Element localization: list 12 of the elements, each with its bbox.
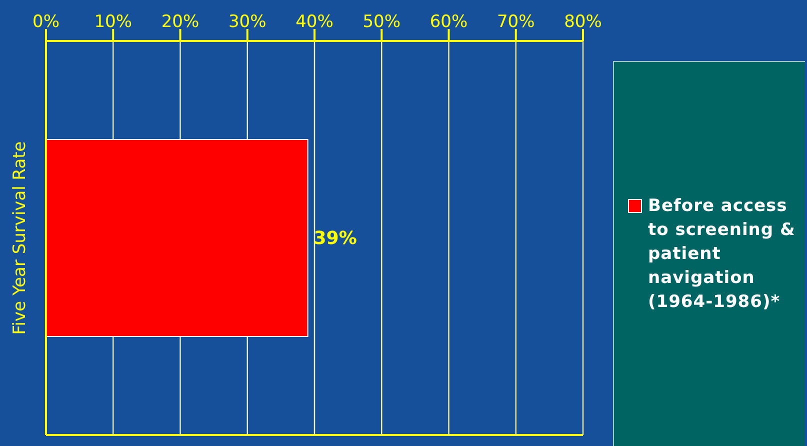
x-tick-label: 30% [228, 12, 266, 32]
x-tick-label: 10% [94, 12, 132, 32]
y-axis-title: Five Year Survival Rate [10, 141, 30, 335]
data-label: 39% [314, 228, 357, 248]
legend-label: Before access to screening & patient navigation (1964-1986)* [648, 196, 796, 312]
x-tick-label: 50% [362, 12, 401, 32]
x-tick-label: 60% [430, 12, 468, 32]
x-tick-label: 0% [32, 12, 60, 32]
x-tick-label: 40% [296, 12, 334, 32]
x-tick-label: 70% [496, 12, 535, 32]
x-tick-label: 80% [564, 12, 602, 32]
x-tick-label: 20% [161, 12, 200, 32]
